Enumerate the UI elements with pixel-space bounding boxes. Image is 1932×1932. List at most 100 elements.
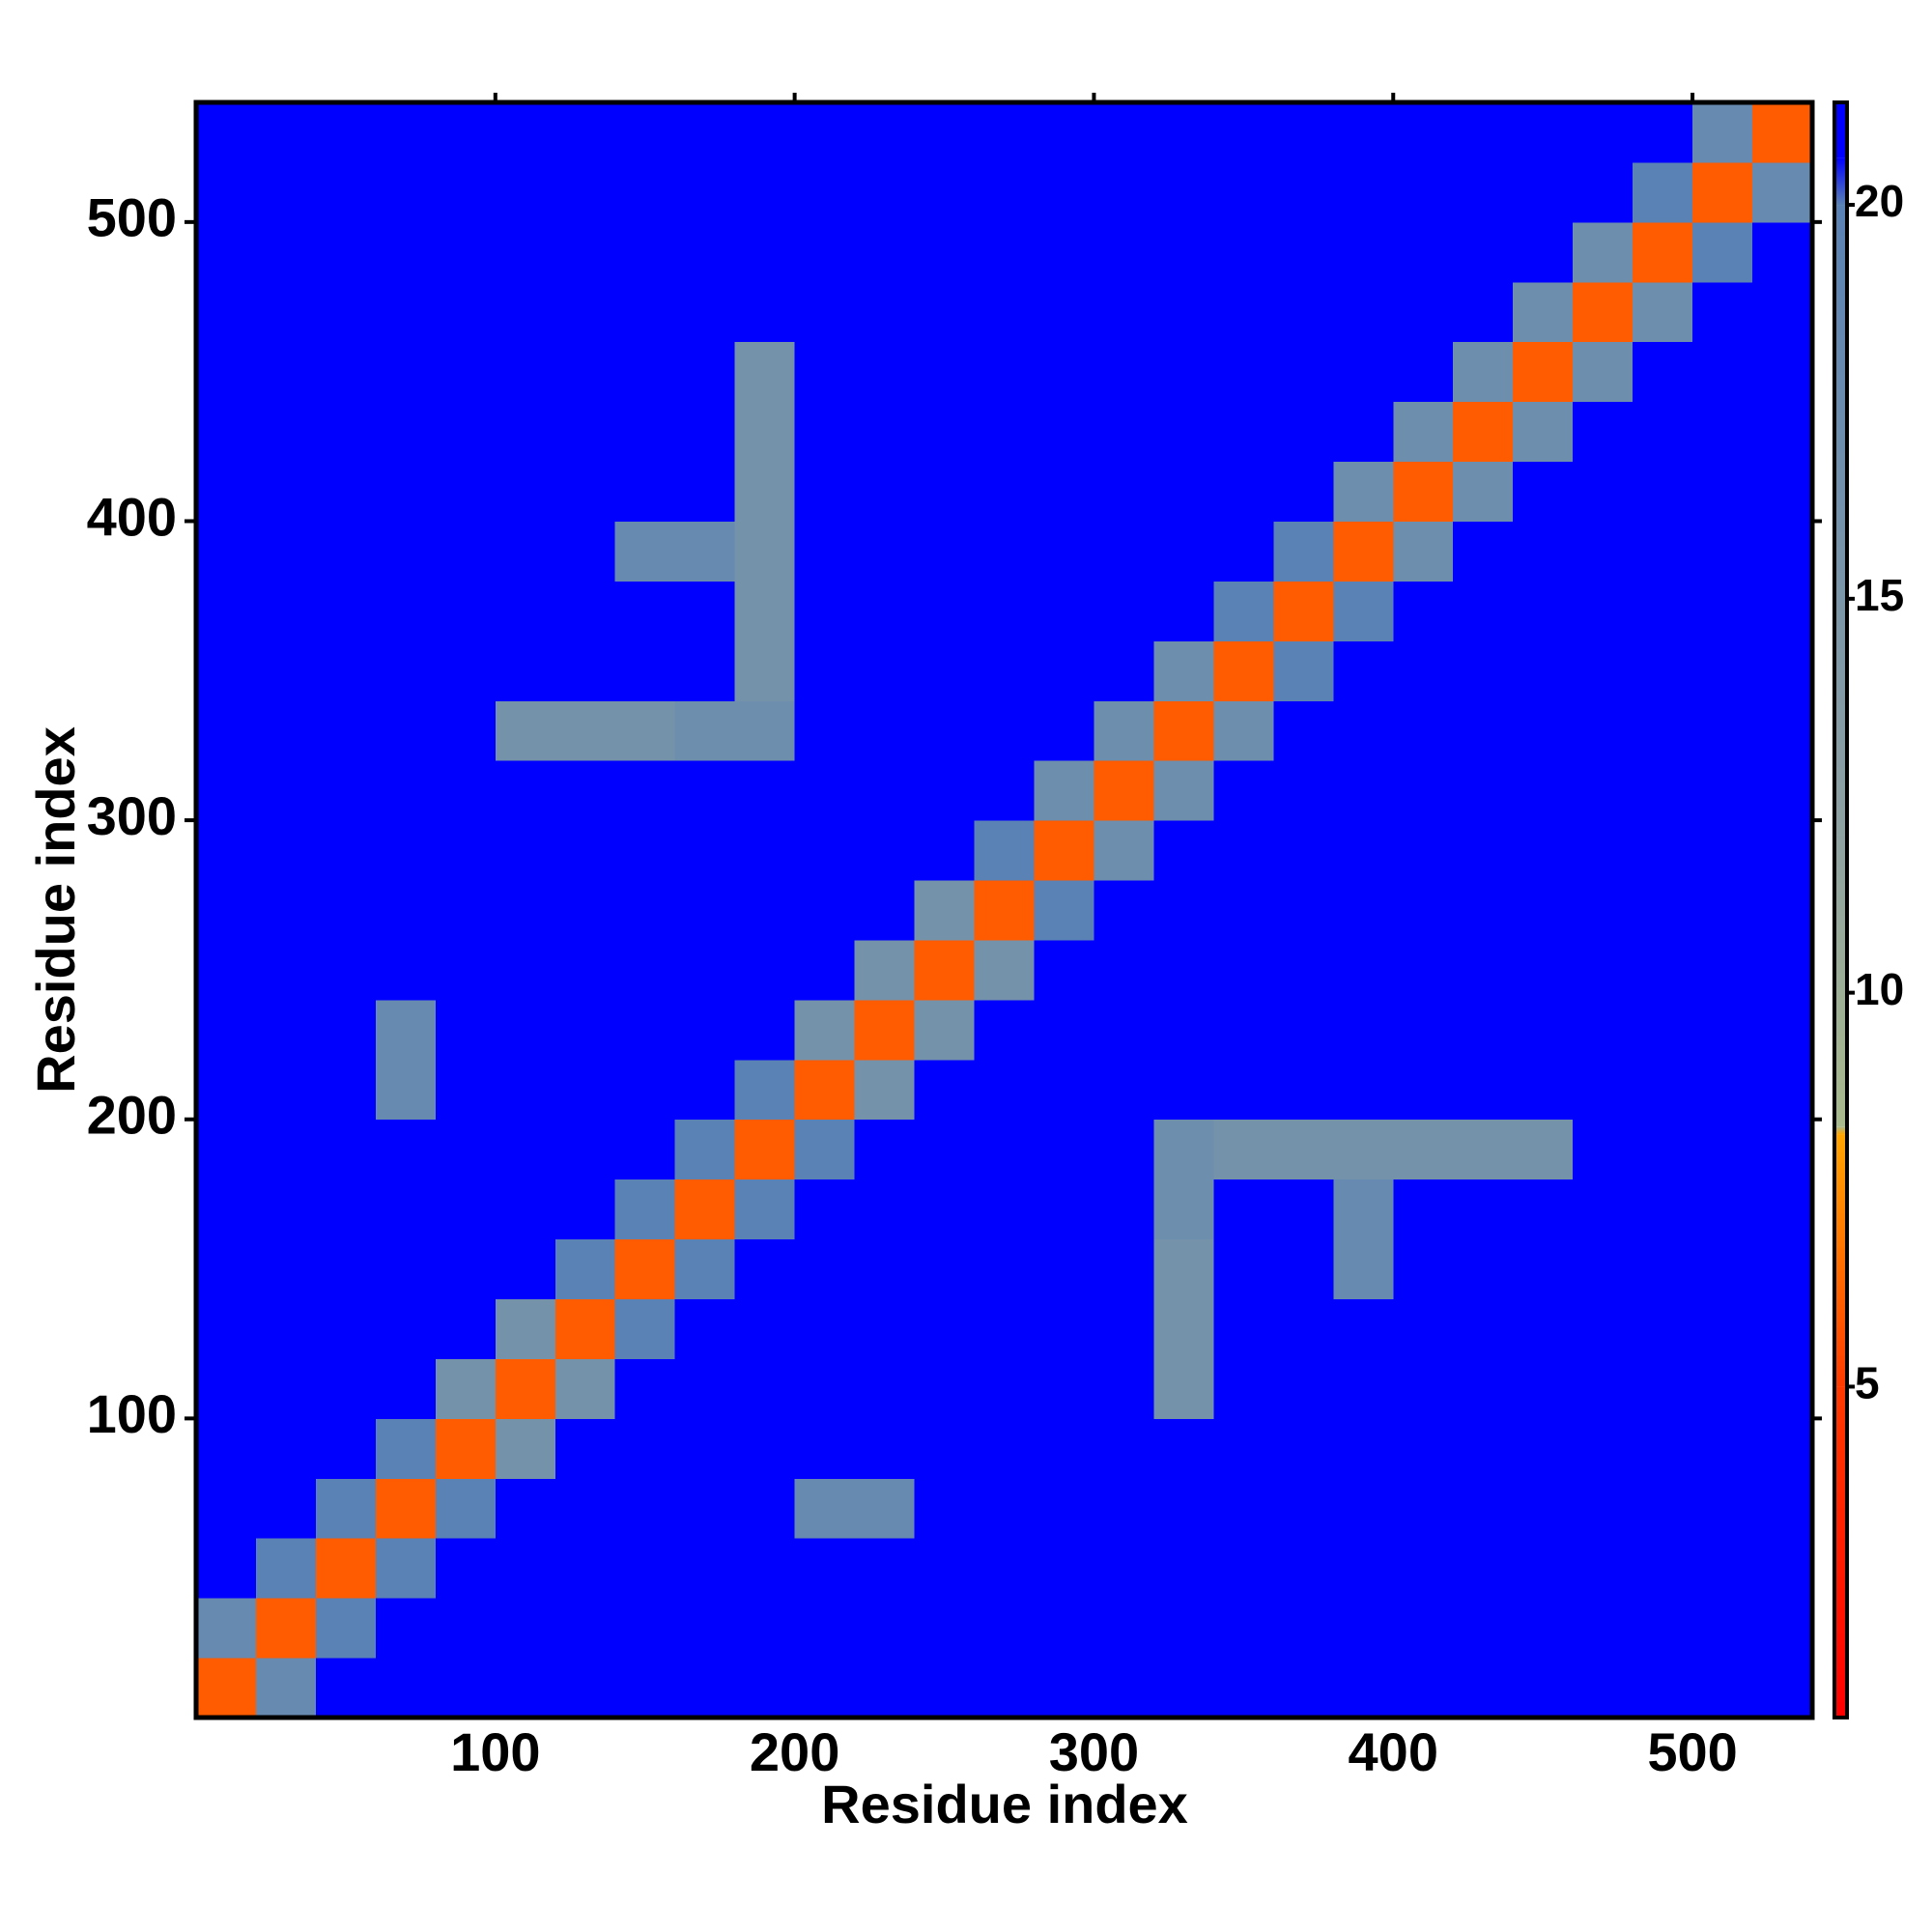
heatmap-cell <box>1453 880 1514 941</box>
heatmap-cell <box>1094 880 1154 941</box>
heatmap-cell <box>614 581 676 641</box>
heatmap-cell <box>854 939 916 1001</box>
heatmap-cell <box>375 341 437 403</box>
heatmap-cell <box>914 939 976 1001</box>
heatmap-cell <box>674 581 736 641</box>
heatmap-cell <box>315 939 377 1001</box>
heatmap-cell <box>1573 820 1634 881</box>
heatmap-cell <box>1213 999 1274 1061</box>
heatmap-cell <box>974 1119 1035 1180</box>
heatmap-cell <box>1153 1059 1214 1121</box>
heatmap-cell <box>1273 1478 1334 1539</box>
heatmap-cell <box>375 221 437 283</box>
heatmap-cell <box>1752 999 1813 1061</box>
heatmap-cell <box>255 281 317 343</box>
heatmap-cell <box>1273 102 1334 163</box>
heatmap-cell <box>854 1418 916 1479</box>
colorbar-frame <box>1833 100 1849 1719</box>
heatmap-cell <box>614 640 676 701</box>
heatmap-cell <box>196 1119 257 1180</box>
heatmap-cell <box>914 700 976 761</box>
heatmap-cell <box>974 221 1035 283</box>
heatmap-cell <box>375 1418 437 1479</box>
heatmap-cell <box>1153 581 1214 641</box>
heatmap-cell <box>1094 820 1154 881</box>
heatmap-cell <box>1513 1478 1574 1539</box>
heatmap-cell <box>1573 1298 1634 1359</box>
heatmap-cell <box>375 161 437 223</box>
heatmap-cell <box>495 161 556 223</box>
heatmap-cell <box>255 700 317 761</box>
heatmap-cell <box>554 161 616 223</box>
heatmap-cell <box>375 281 437 343</box>
heatmap-cell <box>255 1478 317 1539</box>
heatmap-cell <box>435 1059 497 1121</box>
heatmap-cell <box>1393 939 1454 1001</box>
heatmap-cell <box>1513 461 1574 522</box>
heatmap-cell <box>1513 700 1574 761</box>
heatmap-cell <box>315 102 377 163</box>
heatmap-cell <box>1573 999 1634 1061</box>
heatmap-cell <box>1513 1658 1574 1719</box>
heatmap-cell <box>435 820 497 881</box>
colorbar-segment <box>1834 205 1847 836</box>
heatmap-cell <box>196 1538 257 1599</box>
heatmap-cell <box>1034 1478 1094 1539</box>
heatmap-cell <box>1333 820 1394 881</box>
heatmap-cell <box>1034 1598 1094 1659</box>
heatmap-cell <box>1034 581 1094 641</box>
heatmap-cell <box>1333 401 1394 463</box>
heatmap-cell <box>1692 461 1753 522</box>
heatmap-cell <box>435 581 497 641</box>
heatmap-cell <box>1692 102 1753 163</box>
heatmap-cell <box>794 939 856 1001</box>
heatmap-cell <box>315 1658 377 1719</box>
heatmap-cell <box>1153 700 1214 761</box>
heatmap-cell <box>1153 880 1214 941</box>
heatmap-cell <box>1034 999 1094 1061</box>
heatmap-cell <box>255 939 317 1001</box>
heatmap-cell <box>1633 1358 1693 1419</box>
colorbar-tick-label: 20 <box>1855 176 1904 226</box>
heatmap-cell <box>435 1598 497 1659</box>
heatmap-cell <box>1393 341 1454 403</box>
heatmap-cell <box>614 1538 676 1599</box>
heatmap-cell <box>1034 341 1094 403</box>
heatmap-cell <box>1513 281 1574 343</box>
heatmap-cell <box>614 999 676 1061</box>
heatmap-cell <box>674 102 736 163</box>
heatmap-cell <box>1633 1059 1693 1121</box>
heatmap-cell <box>435 1658 497 1719</box>
heatmap-cell <box>1393 1478 1454 1539</box>
heatmap-cell <box>1393 1598 1454 1659</box>
heatmap-cell <box>554 1119 616 1180</box>
heatmap-cell <box>1094 999 1154 1061</box>
heatmap-cell <box>734 1238 796 1300</box>
heatmap-cell <box>854 760 916 821</box>
heatmap-cell <box>554 760 616 821</box>
heatmap-cell <box>1393 581 1454 641</box>
heatmap-cell <box>375 880 437 941</box>
heatmap-cell <box>435 939 497 1001</box>
heatmap-cell <box>1393 521 1454 582</box>
heatmap-cell <box>1752 760 1813 821</box>
heatmap-cell <box>794 102 856 163</box>
heatmap-cell <box>255 1119 317 1180</box>
heatmap-cell <box>554 1418 616 1479</box>
heatmap-cell <box>1094 1238 1154 1300</box>
heatmap-cell <box>794 461 856 522</box>
heatmap-cell <box>255 1418 317 1479</box>
heatmap-cell <box>974 820 1035 881</box>
heatmap-cell <box>495 1238 556 1300</box>
heatmap-cell <box>1692 1238 1753 1300</box>
heatmap-cell <box>1692 1059 1753 1121</box>
heatmap-cell <box>495 820 556 881</box>
heatmap-cell <box>1752 1358 1813 1419</box>
heatmap-cell <box>1692 221 1753 283</box>
heatmap-cell <box>1213 1298 1274 1359</box>
heatmap-cell <box>974 700 1035 761</box>
heatmap-cell <box>1333 1298 1394 1359</box>
heatmap-cell <box>734 939 796 1001</box>
heatmap-cell <box>315 1538 377 1599</box>
heatmap-cell <box>1692 401 1753 463</box>
